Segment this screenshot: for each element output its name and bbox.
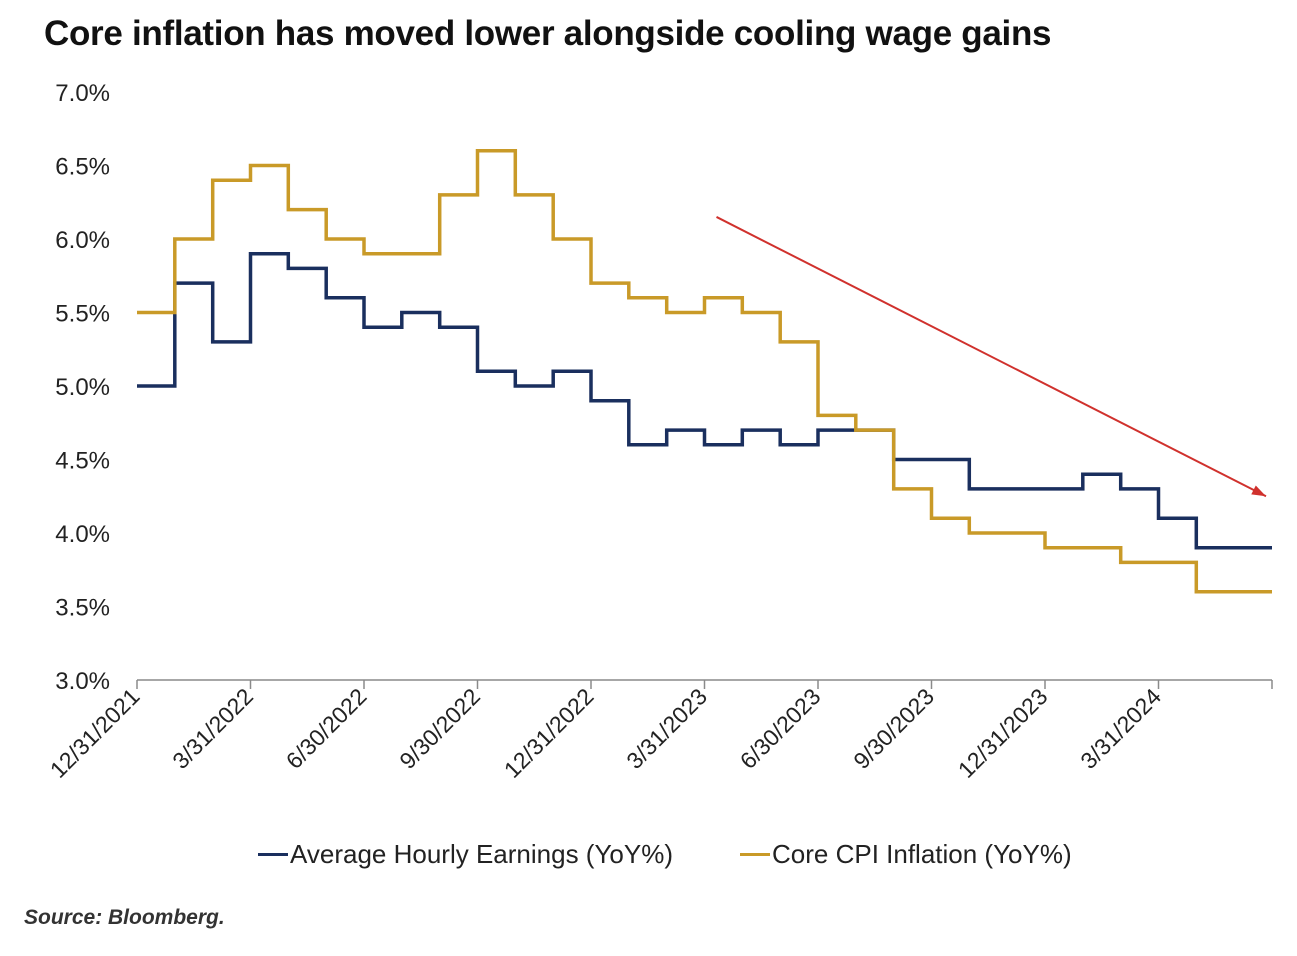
- y-tick-label: 6.5%: [55, 154, 110, 181]
- series-line-earnings: [137, 251, 1272, 550]
- chart-area: 3.0% 3.5% 4.0% 4.5% 5.0% 5.5% 6.0% 6.5% 7.0% 12/3…: [45, 80, 1273, 783]
- x-tick-label: 12/31/2023: [953, 683, 1053, 783]
- legend: Average Hourly Earnings (YoY%) Core CPI …: [0, 834, 1297, 874]
- y-tick-label: 7.0%: [55, 80, 110, 107]
- x-tick-label: 6/30/2023: [735, 683, 826, 774]
- source-note: Source: Bloomberg.: [24, 906, 225, 929]
- x-tick-label: 12/31/2022: [499, 683, 599, 783]
- y-tick-label: 5.5%: [55, 301, 110, 328]
- y-tick-label: 3.5%: [55, 595, 110, 622]
- legend-swatch-earnings: [258, 852, 288, 856]
- trend-arrow-line: [716, 216, 1267, 498]
- y-tick-label: 3.0%: [55, 668, 110, 695]
- chart-svg: 3.0% 3.5% 4.0% 4.5% 5.0% 5.5% 6.0% 6.5% 7.0% 12/3…: [45, 80, 1273, 783]
- legend-label-core-cpi: Core CPI Inflation (YoY%): [772, 838, 1072, 869]
- legend-item-earnings: Average Hourly Earnings (YoY%): [258, 834, 673, 874]
- x-tick-label: 6/30/2022: [281, 683, 372, 774]
- legend-swatch-core-cpi: [740, 852, 770, 856]
- legend-item-core-cpi: Core CPI Inflation (YoY%): [740, 834, 1072, 874]
- x-tick-label: 9/30/2023: [848, 683, 939, 774]
- trend-arrow-head: [1251, 485, 1266, 497]
- x-tick-label: 3/31/2024: [1075, 683, 1166, 774]
- x-tick-label: 3/31/2023: [621, 683, 712, 774]
- chart-title: Core inflation has moved lower alongside…: [44, 14, 1052, 53]
- y-tick-label: 4.0%: [55, 521, 110, 548]
- x-tick-label: 9/30/2022: [394, 683, 485, 774]
- y-tick-label: 5.0%: [55, 374, 110, 401]
- y-tick-label: 4.5%: [55, 448, 110, 475]
- legend-label-earnings: Average Hourly Earnings (YoY%): [290, 838, 673, 869]
- x-tick-label: 3/31/2022: [167, 683, 258, 774]
- y-tick-label: 6.0%: [55, 227, 110, 254]
- x-tick-label: 12/31/2021: [45, 683, 145, 783]
- series-line-core-cpi: [137, 149, 1272, 594]
